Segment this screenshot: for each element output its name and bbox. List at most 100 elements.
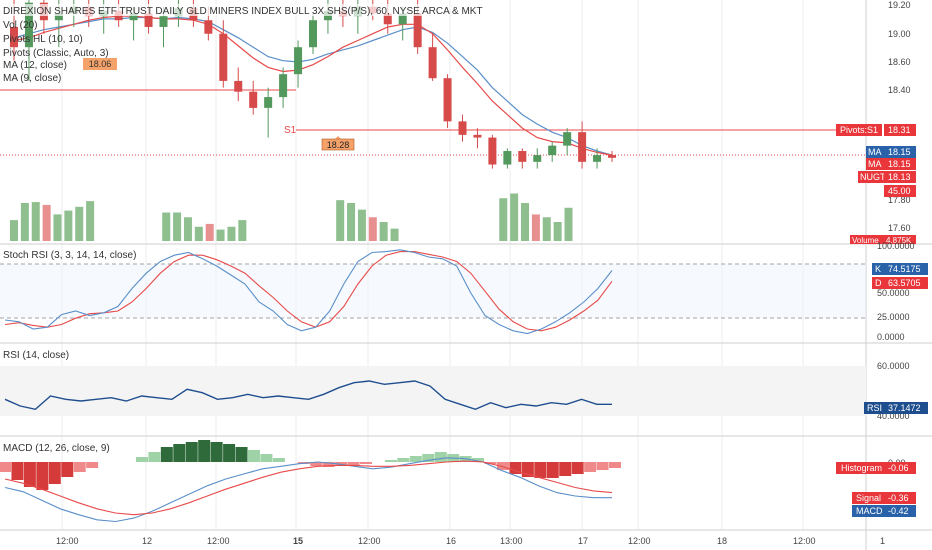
macd-histogram-bar [546, 462, 559, 478]
volume-bar [20, 203, 29, 241]
macd-histogram-bar [0, 462, 11, 472]
macd-histogram-bar [347, 462, 360, 465]
price-axis[interactable]: 19.20 19.00 18.60 18.40 17.80 17.60 [888, 0, 911, 233]
macd-pane[interactable]: MACD (12, 26, close, 9) 0.00 Histogram -… [0, 440, 916, 523]
candle-body [204, 20, 213, 34]
rsi-tag-value: 37.1472 [888, 403, 921, 413]
price-pane[interactable]: S1 18.28 DIREXION SHARES ETF TRUST DAILY… [0, 0, 916, 245]
ma12-line [13, 16, 613, 156]
candle-body [458, 121, 467, 135]
volume-bar [238, 220, 247, 241]
macd-histogram-bar [48, 462, 61, 484]
rsi-tick: 60.0000 [877, 361, 910, 371]
volume-bar [75, 206, 84, 241]
candle-body [383, 13, 392, 25]
candle-body [518, 151, 527, 162]
macd-histogram-bar [422, 454, 435, 462]
time-tick: 12:00 [358, 536, 381, 546]
price-tick: 17.80 [888, 195, 911, 205]
candle-body [533, 155, 542, 162]
ma-tag-a-label: MA [868, 147, 882, 157]
macd-histogram-bar [173, 444, 186, 462]
macd-histogram-bar [434, 452, 447, 462]
macd-histogram-bar [322, 462, 335, 467]
stoch-tick: 50.0000 [877, 288, 910, 298]
volume-bar [542, 217, 551, 241]
legend-pivots-classic: Pivots (Classic, Auto, 3) [3, 48, 109, 59]
rsi-tag-label: RSI [867, 403, 882, 413]
rsi-tick: 40.0000 [877, 411, 910, 421]
candle-body [294, 47, 303, 75]
macd-histogram-bar [73, 462, 86, 472]
legend-pivots-hl: Pivots HL (10, 10) [3, 34, 83, 45]
time-tick: 12:00 [56, 536, 79, 546]
time-tick: 18 [717, 536, 727, 546]
volume-bar [521, 203, 530, 241]
volume-bar [336, 200, 345, 241]
volume-bar [173, 212, 182, 241]
signal-line [4, 460, 613, 516]
macd-tag-value: -0.42 [888, 506, 909, 516]
candle-body [563, 132, 572, 146]
volume-bar [553, 222, 562, 241]
macd-histogram-bar [559, 462, 572, 476]
stoch-rsi-pane[interactable]: Stoch RSI (3, 3, 14, 14, close) 100.0000… [0, 241, 928, 342]
stoch-d-line [4, 251, 613, 332]
candle-body [159, 16, 168, 27]
candle-body [473, 134, 482, 138]
pivot-low-marker: 18.28 [321, 136, 355, 151]
rsi-line [4, 380, 612, 411]
rsi-pane[interactable]: RSI (14, close) 60.0000 40.0000 RSI 37.1… [0, 350, 928, 421]
stoch-legend: Stoch RSI (3, 3, 14, 14, close) [3, 250, 136, 261]
stoch-d-tag-value: 63.5705 [888, 278, 921, 288]
macd-histogram-bar [86, 462, 99, 468]
stoch-d-tag-label: D [875, 278, 882, 288]
macd-histogram-bar [11, 462, 24, 480]
stoch-k-tag-label: K [875, 264, 881, 274]
candle-body [578, 132, 587, 162]
macd-line [4, 457, 612, 523]
volume-bar [216, 229, 225, 241]
macd-histogram-bar [310, 462, 323, 466]
time-axis[interactable]: 12:00 12 12:00 15 12:00 16 13:00 17 12:0… [56, 536, 885, 546]
volume-bar [531, 214, 540, 241]
candle-body [413, 13, 422, 48]
macd-histogram-bar [272, 458, 285, 462]
stoch-k-tag-value: 74.5175 [888, 264, 921, 274]
macd-histogram-bar [534, 462, 547, 478]
price-tags: Pivots:S1 18.31 MA 18.15 MA 18.15 NUGT 1… [836, 124, 916, 245]
macd-histogram-bar [61, 462, 74, 477]
macd-histogram-bar [584, 462, 597, 472]
macd-histogram-bar [409, 456, 422, 462]
price-tick: 19.20 [888, 0, 911, 10]
price-tick: 17.60 [888, 223, 911, 233]
candle-body [488, 137, 497, 165]
macd-histogram-bar [198, 440, 211, 462]
pivot-tag-label: Pivots:S1 [840, 125, 878, 135]
macd-histogram-bar [571, 462, 584, 474]
candle-body [219, 33, 228, 81]
macd-tag-label: MACD [856, 506, 883, 516]
candle-body [264, 97, 273, 108]
volume-bar [86, 201, 95, 241]
ma12-value-badge: 18.06 [89, 59, 112, 69]
legend-vol: Vol (20) [3, 20, 37, 31]
volume-bars [10, 193, 573, 241]
macd-histogram-bar [260, 454, 273, 462]
candle-body [24, 2, 33, 48]
macd-histogram-bar [509, 462, 522, 474]
ma-tag-b-value: 18.15 [888, 159, 911, 169]
time-tick: 13:00 [500, 536, 523, 546]
time-tick: 12 [142, 536, 152, 546]
rsi-band [0, 366, 866, 416]
macd-legend: MACD (12, 26, close, 9) [3, 443, 110, 454]
ma9-line [13, 15, 613, 156]
histogram-tag-label: Histogram [841, 463, 882, 473]
time-tick: 12:00 [793, 536, 816, 546]
time-tick: 16 [446, 536, 456, 546]
macd-histogram-bar [210, 442, 223, 462]
volume-bar [194, 226, 203, 241]
volume-bar [42, 204, 51, 241]
pivot-tag-value: 18.31 [888, 125, 911, 135]
